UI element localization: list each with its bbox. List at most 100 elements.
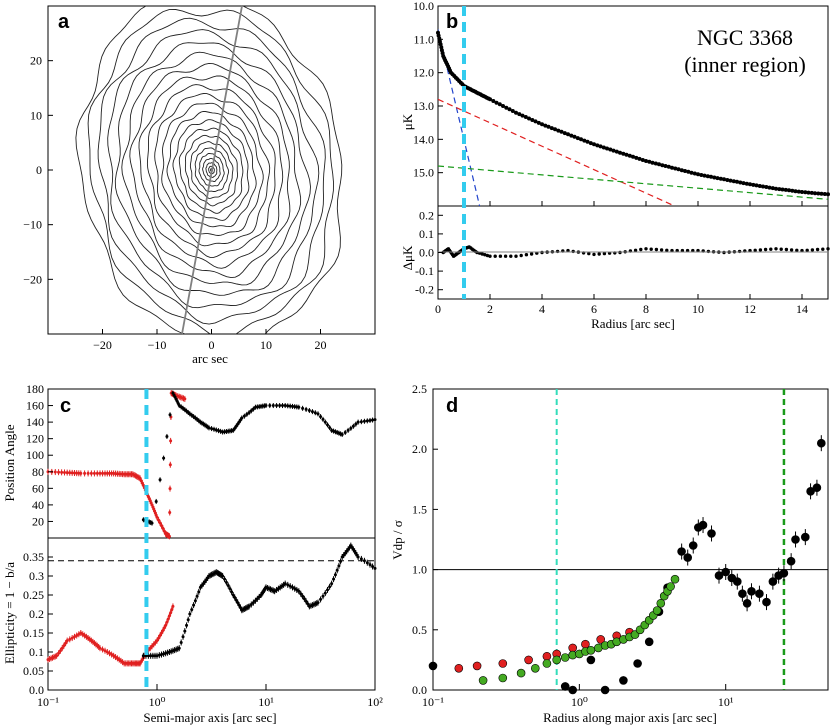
profile-point [780,187,785,192]
residual-point [769,247,773,251]
residual-point [485,253,490,258]
residual-point [503,254,508,258]
ell-black-point [253,599,257,603]
ell-red-point [68,637,72,641]
pa-black-point [356,420,360,424]
profile-point [575,136,580,141]
pa-black-point [362,419,366,423]
profile-point [572,134,577,139]
pa-black-point [286,404,290,408]
residual-point [696,248,700,253]
ell-black-point [151,654,155,658]
y-tick-label: 0.15 [23,626,44,640]
pa-black-point [349,426,353,430]
y-tick-label: 13.0 [413,99,434,113]
contour-ring [138,75,284,269]
profile-point [504,105,509,110]
point-black [786,556,796,566]
panel-b-profile-points [436,30,830,197]
ell-red-point [160,631,164,635]
ell-black-point [251,601,255,605]
profile-point [601,145,606,150]
pa-red-point [169,439,173,443]
ell-black-point [330,582,334,586]
point-black [747,586,756,596]
pa-black-point [268,404,272,408]
residual-point [737,249,742,254]
panel-b-letter: b [446,11,458,33]
x-tick-label: 14 [796,302,808,316]
pa-black-point [373,418,377,422]
residual-point [480,252,484,256]
profile-point [718,176,723,181]
ell-red-point [171,604,175,608]
ell-black-point [221,574,225,578]
pa-black-point [240,416,244,420]
pa-black-point [297,405,301,409]
panel-a-contour-group [75,6,343,334]
ell-black-point [332,577,336,581]
ell-black-point [195,594,199,598]
profile-point [712,175,717,180]
x-tick-label: −10 [148,338,167,352]
profile-point [696,172,700,177]
pa-red-point [162,529,166,533]
contour-ring [75,6,343,334]
pa-black-point [251,407,255,411]
panel-a-contour-map: a −20 −10 0 10 20 20 10 0 −10 −20 arc sec [23,5,376,366]
point-green [542,659,552,668]
profile-point [624,152,629,157]
profile-point [705,174,710,179]
ell-black-point [328,585,332,589]
pa-red-point [168,463,172,467]
profile-point [774,186,778,191]
profile-point [761,184,765,189]
pa-black-point [150,521,154,525]
residual-point [805,248,809,252]
pa-black-point [242,414,246,418]
x-tick-label: 6 [591,302,597,316]
profile-point [790,188,795,193]
profile-point [611,148,616,153]
y-tick-label: 0.5 [412,623,427,637]
pa-red-point [168,510,172,514]
point-black [560,682,570,691]
panel-c-xlabel: Semi-major axis [arc sec] [143,710,276,725]
residual-point [555,249,560,254]
x-tick-label: 10¹ [258,695,274,709]
profile-point [614,149,619,154]
panel-d-xlabel: Radius along major axis [arc sec] [543,710,717,725]
profile-point [670,165,674,170]
point-green [530,663,540,673]
y-tick-label: −20 [23,272,42,286]
point-black [721,567,731,577]
residual-point [774,247,778,251]
profile-point [748,182,752,187]
y-tick-label: 0.0 [412,683,427,697]
ell-black-point [304,599,308,603]
pa-black-point [158,478,162,482]
ell-red-point [105,650,109,654]
point-black [714,571,724,580]
point-black [779,568,789,578]
ell-black-point [286,583,290,587]
residual-point [665,248,669,252]
profile-point [725,178,730,182]
pa-red-point [68,471,72,475]
pa-red-point [92,471,96,475]
profile-point [546,124,551,129]
y-tick-label: 1.5 [412,502,427,516]
point-black [812,483,822,493]
ell-black-point [228,587,232,591]
profile-point [744,181,749,186]
profile-point [679,168,684,173]
residual-point [795,248,799,252]
point-black [742,598,752,608]
y-tick-label: 14.0 [413,132,434,146]
x-tick-label: 0 [435,302,441,316]
ell-black-point [223,577,227,581]
profile-point [543,123,548,128]
ell-black-point [362,559,366,563]
ell-black-point [257,595,261,599]
